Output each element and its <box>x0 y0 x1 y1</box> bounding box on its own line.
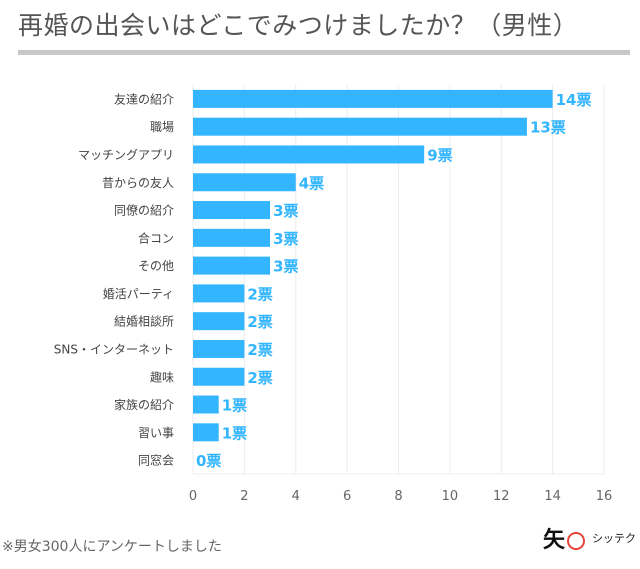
category-label: 同僚の紹介 <box>114 203 174 218</box>
x-tick-label: 8 <box>394 489 402 504</box>
bar <box>193 395 219 414</box>
x-tick-label: 2 <box>240 489 248 504</box>
data-label: 3票 <box>273 258 298 276</box>
bar <box>193 339 245 358</box>
data-label: 9票 <box>427 146 452 164</box>
x-tick-label: 0 <box>189 489 197 504</box>
category-label: 習い事 <box>138 426 174 440</box>
data-label: 4票 <box>299 174 324 192</box>
x-tick-label: 6 <box>343 489 351 504</box>
chart-title: 再婚の出会いはどこでみつけましたか？（男性） <box>18 11 579 40</box>
category-label: 合コン <box>138 230 174 245</box>
title-underline <box>18 50 630 55</box>
category-label: その他 <box>138 259 174 273</box>
bar <box>193 201 271 220</box>
data-label: 2票 <box>247 369 272 387</box>
category-label: 友達の紹介 <box>114 92 174 106</box>
data-label: 14票 <box>556 91 592 109</box>
data-label: 1票 <box>222 424 247 442</box>
bar <box>193 89 553 108</box>
data-label: 3票 <box>273 202 298 220</box>
category-label: SNS・インターネット <box>54 342 174 356</box>
bar <box>193 312 245 331</box>
bar <box>193 117 527 136</box>
data-label: 13票 <box>530 119 566 137</box>
logo-circle-icon <box>567 532 585 550</box>
x-tick-label: 10 <box>442 489 459 504</box>
data-label: 2票 <box>247 341 272 359</box>
bar <box>193 145 425 164</box>
bar <box>193 423 219 442</box>
category-label: 同窓会 <box>138 453 174 468</box>
footnote: ※男女300人にアンケートしました <box>2 539 222 555</box>
bar <box>193 173 296 192</box>
category-label: 婚活パーティ <box>103 287 174 301</box>
category-label: 趣味 <box>150 369 174 384</box>
bar <box>193 256 271 275</box>
x-tick-label: 14 <box>544 489 561 504</box>
category-label: 職場 <box>150 120 174 134</box>
data-label: 3票 <box>273 230 298 248</box>
x-tick-label: 4 <box>292 489 300 504</box>
data-label: 2票 <box>247 285 272 303</box>
bar <box>193 284 245 303</box>
logo-text: シッテク <box>592 532 636 545</box>
category-label: 昔からの友人 <box>102 176 174 190</box>
data-label: 2票 <box>247 313 272 331</box>
x-tick-label: 16 <box>596 489 613 504</box>
bar <box>193 367 245 386</box>
logo: 矢 シッテク <box>543 520 638 554</box>
bar <box>193 228 271 247</box>
data-label: 1票 <box>222 397 247 415</box>
category-label: 家族の紹介 <box>114 397 174 412</box>
category-label: マッチングアプリ <box>78 148 174 162</box>
x-tick-label: 12 <box>493 489 510 504</box>
category-label: 結婚相談所 <box>114 314 174 329</box>
logo-mark: 矢 <box>543 528 566 553</box>
data-label: 0票 <box>196 452 221 470</box>
